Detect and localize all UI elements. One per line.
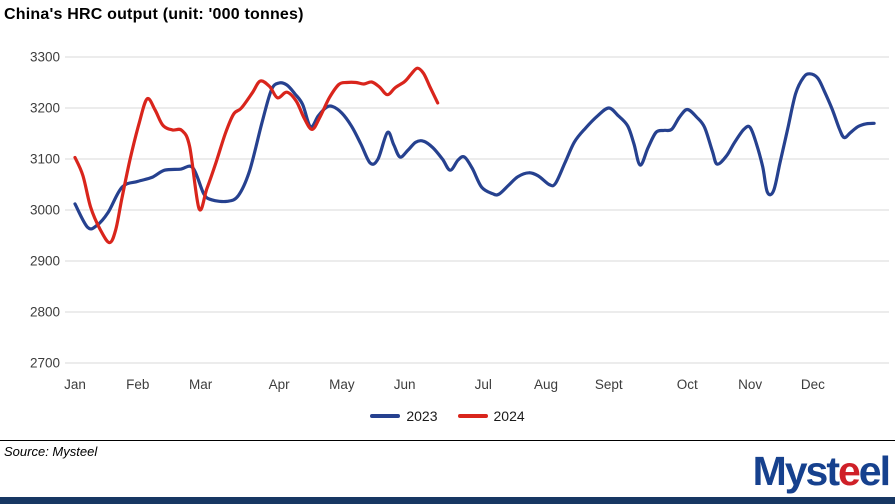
legend-label-2024: 2024 [493,408,525,424]
x-tick-label: Jan [64,377,86,392]
mysteel-logo: Mysteel [752,448,891,494]
y-tick-label: 3200 [30,101,60,116]
legend-label-2023: 2023 [406,408,438,424]
x-tick-label: Apr [269,377,291,392]
line-chart: 3300 3200 3100 3000 2900 2800 2700 Jan Feb Mar Apr… [30,50,889,392]
y-tick-label: 2700 [30,356,60,371]
legend-swatch-2023 [370,414,401,418]
chart-title: China's HRC output (unit: '000 tonnes) [4,6,304,23]
footer-divider [0,440,895,441]
x-tick-label: Oct [677,377,698,392]
x-tick-label: Dec [801,377,825,392]
legend-swatch-2024 [457,414,488,418]
x-tick-label: Jun [394,377,416,392]
x-tick-label: Jul [475,377,492,392]
y-tick-label: 3300 [30,50,60,65]
y-tick-label: 2900 [30,254,60,269]
x-tick-label: Mar [189,377,213,392]
series-line-2024 [73,66,440,245]
legend-item-2024: 2024 [457,408,525,424]
x-tick-label: Sept [595,377,623,392]
logo-text-red: e [837,448,861,494]
x-tick-label: Nov [738,377,762,392]
y-tick-label: 3000 [30,203,60,218]
series-line-2023 [73,72,876,231]
source-note: Source: Mysteel [4,444,98,459]
x-tick-label: Feb [126,377,149,392]
x-tick-label: Aug [534,377,558,392]
legend-item-2023: 2023 [370,408,438,424]
bottom-accent-bar [0,497,895,504]
y-tick-label: 2800 [30,305,60,320]
chart-legend: 2023 2024 [0,408,895,424]
y-tick-label: 3100 [30,152,60,167]
logo-text-blue-1: Myst [752,448,840,494]
x-tick-label: May [329,377,355,392]
logo-text-blue-2: el [858,448,891,494]
